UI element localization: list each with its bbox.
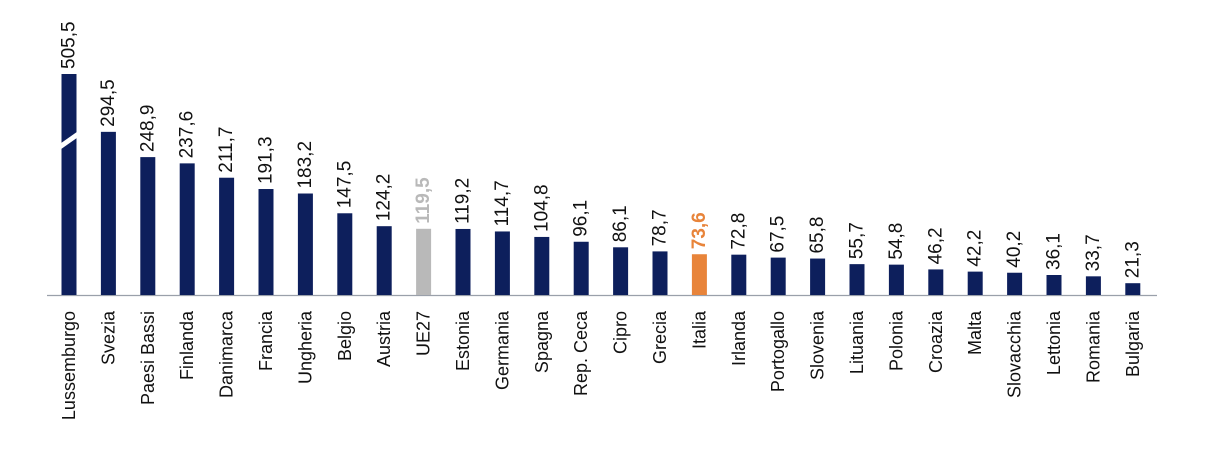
axis-break-marker (54, 128, 84, 153)
data-label: 191,3 (256, 136, 277, 184)
category-tick-label: Paesi Bassi (138, 311, 158, 405)
bar-lussemburgo (61, 74, 77, 295)
bar-slovacchia (1007, 272, 1023, 295)
data-label: 65,8 (807, 217, 828, 254)
bar-austria (376, 226, 392, 295)
bar-francia (258, 189, 274, 295)
category-tick-label: Svezia (98, 310, 118, 365)
category-tick-label: Lettonia (1044, 310, 1064, 375)
category-tick-label: Lussemburgo (59, 311, 79, 420)
data-label: 124,2 (374, 174, 395, 222)
category-tick-label: Ungheria (295, 310, 315, 384)
category-tick-label: Romania (1083, 310, 1103, 383)
category-tick-label: Irlanda (729, 310, 749, 366)
category-tick-label: Croazia (926, 310, 946, 373)
bar-spagna (534, 236, 550, 295)
bar-malta (967, 271, 983, 295)
data-label: 86,1 (610, 205, 631, 242)
bar-danimarca (219, 177, 235, 295)
category-tick-label: Austria (374, 310, 394, 367)
bar-belgio (337, 213, 353, 295)
data-label: 505,5 (59, 21, 80, 69)
bar-cipro (613, 247, 629, 295)
data-label: 40,2 (1004, 231, 1025, 268)
data-label: 183,2 (295, 141, 316, 189)
data-label: 73,6 (689, 212, 710, 249)
data-label: 119,5 (413, 177, 434, 224)
bar-grecia (652, 251, 668, 295)
data-label: 55,7 (847, 222, 868, 259)
data-label: 21,3 (1122, 241, 1143, 278)
data-label: 294,5 (98, 79, 119, 127)
data-label: 119,2 (453, 178, 474, 224)
bar-lettonia (1046, 275, 1062, 295)
data-label: 104,8 (531, 184, 552, 232)
category-tick-label: Rep. Ceca (571, 310, 591, 396)
data-label: 54,8 (886, 223, 907, 260)
bar-germania (494, 231, 510, 295)
category-tick-label: Grecia (650, 310, 670, 364)
category-tick-label: Polonia (886, 310, 906, 371)
data-label: 42,2 (965, 230, 986, 267)
bar-estonia (455, 228, 471, 295)
category-tick-label: Estonia (453, 310, 473, 371)
data-label: 78,7 (650, 209, 671, 246)
category-tick-label: Slovenia (808, 310, 828, 380)
data-label: 248,9 (137, 105, 158, 153)
bar-ungheria (297, 193, 313, 295)
category-tick-label: Portogallo (768, 311, 788, 392)
category-tick-label: Germania (492, 310, 512, 390)
bar-paesi-bassi (140, 157, 156, 295)
data-label: 72,8 (728, 213, 749, 250)
category-tick-label: Cipro (611, 311, 631, 354)
bar-italia (691, 254, 707, 295)
category-tick-label: Finlanda (177, 310, 197, 380)
category-tick-label: Francia (256, 310, 276, 371)
bar-polonia (888, 264, 904, 295)
data-label: 114,7 (492, 180, 513, 226)
data-label: 36,1 (1044, 233, 1065, 270)
category-tick-label: Malta (965, 310, 985, 355)
bar-rep-ceca (573, 241, 589, 295)
category-tick-label: Bulgaria (1123, 310, 1143, 377)
data-label: 33,7 (1083, 234, 1104, 271)
bar-slovenia (810, 258, 826, 295)
bar-ue27 (416, 228, 432, 295)
bar-croazia (928, 269, 944, 295)
category-tick-label: Slovacchia (1005, 310, 1025, 398)
bar-romania (1085, 276, 1101, 295)
data-label: 211,7 (216, 127, 237, 173)
category-tick-label: UE27 (414, 311, 434, 356)
bar-bulgaria (1125, 283, 1141, 295)
bar-portogallo (770, 257, 786, 296)
data-label: 237,6 (177, 111, 198, 159)
category-tick-label: Spagna (532, 310, 552, 373)
bar-finlanda (179, 163, 195, 295)
data-label: 147,5 (334, 161, 355, 209)
category-tick-label: Italia (689, 310, 709, 349)
bar-irlanda (731, 254, 747, 295)
data-label: 67,5 (768, 216, 789, 253)
category-tick-label: Lituania (847, 310, 867, 374)
bar-lituania (849, 264, 865, 295)
category-tick-label: Belgio (335, 311, 355, 361)
category-tick-label: Danimarca (217, 310, 237, 398)
data-label: 46,2 (925, 227, 946, 264)
data-label: 96,1 (571, 200, 592, 237)
bar-svezia (100, 131, 116, 295)
